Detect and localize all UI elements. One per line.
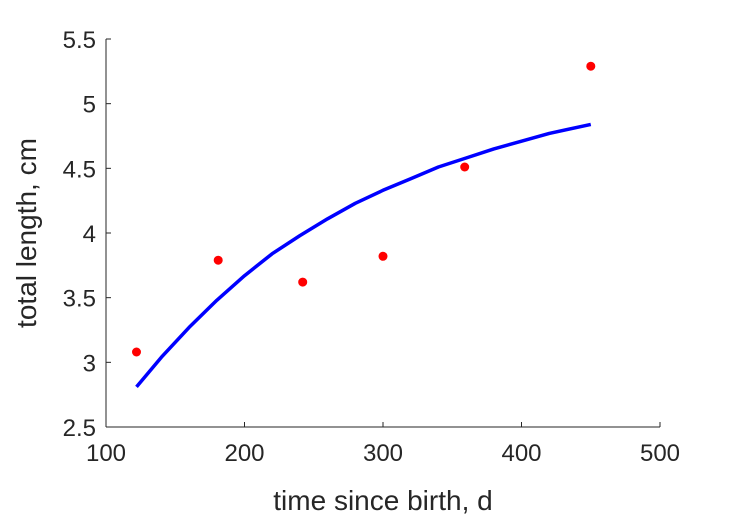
y-tick-label: 3 (83, 350, 96, 377)
data-point (298, 277, 308, 287)
points-layer (132, 61, 596, 357)
y-tick-label: 5 (83, 92, 96, 119)
x-tick-label: 200 (224, 440, 264, 467)
y-axis-label: total length, cm (11, 138, 42, 328)
y-tick-label: 4 (83, 221, 96, 248)
y-tick-label: 5.5 (63, 27, 96, 54)
x-tick-label: 500 (640, 440, 680, 467)
y-ticks: 2.5 3 3.5 4 4.5 5 5.5 (63, 27, 111, 442)
data-point (378, 251, 388, 261)
data-point (213, 255, 223, 265)
y-tick-label: 2.5 (63, 415, 96, 442)
axes (105, 39, 660, 428)
y-tick-label: 4.5 (63, 156, 96, 183)
x-tick-label: 100 (86, 440, 126, 467)
x-axis-label: time since birth, d (273, 485, 492, 516)
data-point (460, 162, 470, 172)
x-tick-label: 300 (363, 440, 403, 467)
x-tick-label: 400 (501, 440, 541, 467)
y-tick-label: 3.5 (63, 286, 96, 313)
fit-line (135, 122, 592, 389)
data-point (586, 61, 596, 71)
data-point (132, 347, 141, 357)
x-ticks: 100 200 300 400 500 (86, 422, 680, 467)
fit-line-layer (135, 122, 592, 389)
